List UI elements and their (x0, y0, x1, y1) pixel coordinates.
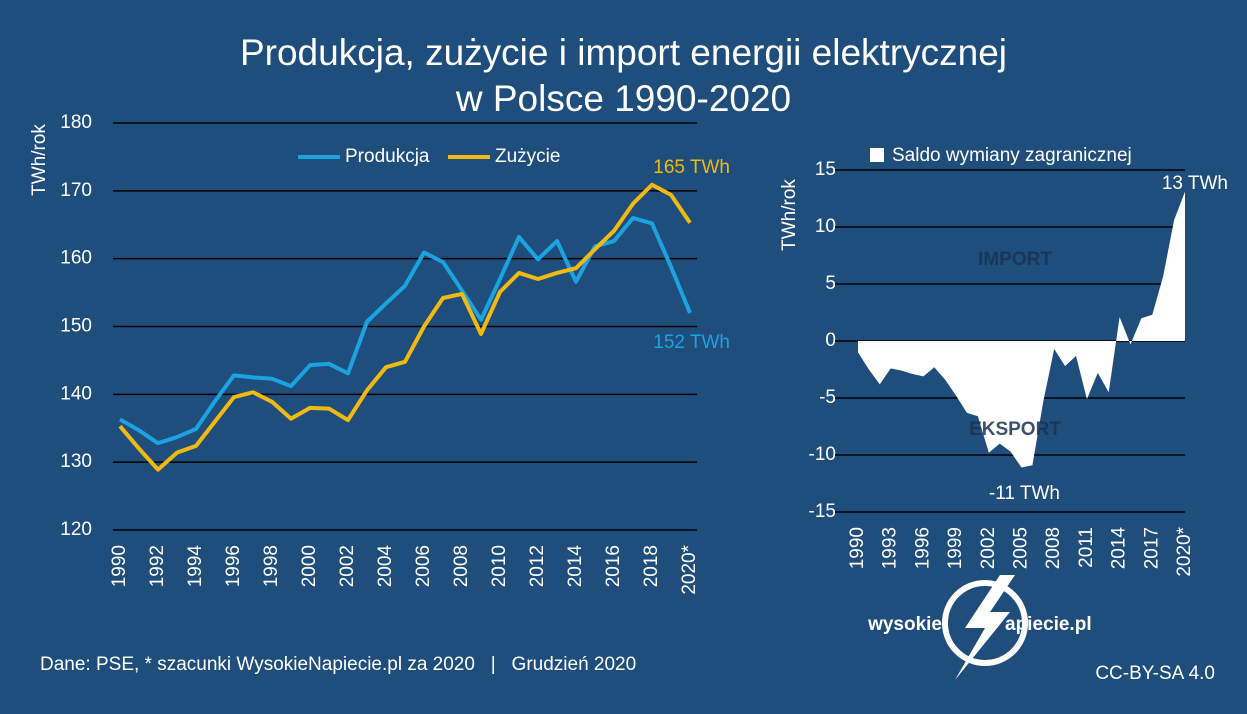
x-tick-label: 2020* (679, 544, 700, 594)
x-tick-label: 2010 (489, 545, 510, 587)
y-tick-label: 170 (60, 180, 92, 201)
x-tick-label: 1993 (880, 527, 901, 569)
x-tick-label: 1996 (223, 545, 244, 587)
legend-label: Zużycie (495, 146, 560, 167)
y-tick-label: 120 (60, 519, 92, 540)
annotation: 13 TWh (1162, 173, 1228, 194)
x-tick-label: 2020* (1174, 526, 1195, 576)
line-series (118, 182, 692, 472)
x-tick-label: 2016 (603, 545, 624, 587)
footer-source: Dane: PSE, * szacunki WysokieNapiecie.pl… (40, 654, 636, 675)
x-tick-label: 2011 (1076, 527, 1097, 568)
legend-label: Saldo wymiany zagranicznej (892, 145, 1132, 166)
x-tick-label: 1994 (185, 545, 206, 588)
x-tick-label: 2014 (565, 545, 586, 588)
x-tick-label: 2014 (1109, 527, 1130, 570)
y-tick-label: 5 (825, 273, 836, 294)
annotation: EKSPORT (969, 419, 1061, 440)
logo-icon (942, 575, 1028, 680)
x-tick-label: 2006 (413, 545, 434, 587)
x-tick-label: 2008 (1043, 527, 1064, 569)
annotation: IMPORT (978, 249, 1052, 270)
line-series (119, 215, 692, 446)
x-tick-label: 1992 (147, 545, 168, 587)
x-tick-label: 1998 (261, 545, 282, 587)
x-tick-label: 2004 (375, 545, 396, 588)
x-tick-label: 2018 (641, 545, 662, 587)
y-tick-label: 10 (815, 216, 836, 237)
y-tick-label: 0 (825, 330, 836, 351)
y-tick-label: 160 (60, 248, 92, 269)
x-tick-label: 1999 (945, 527, 966, 569)
annotation: 152 TWh (653, 332, 730, 353)
y-tick-label: -5 (819, 387, 836, 408)
x-tick-label: 2002 (337, 545, 358, 587)
y-tick-label: -10 (809, 444, 836, 465)
license: CC-BY-SA 4.0 (1095, 663, 1215, 684)
y-axis-title: TWh/rok (779, 179, 800, 251)
annotation: -11 TWh (989, 483, 1060, 504)
area-series (858, 191, 1185, 468)
y-tick-label: -15 (809, 501, 836, 522)
y-tick-label: 15 (815, 159, 836, 180)
x-tick-label: 2012 (527, 545, 548, 587)
x-tick-label: 1996 (912, 527, 933, 569)
y-tick-label: 150 (60, 316, 92, 337)
x-tick-label: 1990 (109, 545, 130, 587)
x-tick-label: 2008 (451, 545, 472, 587)
logo-text: apiecie.pl (1005, 614, 1092, 635)
x-tick-label: 2000 (299, 545, 320, 587)
annotation: 165 TWh (653, 157, 730, 178)
x-tick-label: 1990 (847, 527, 868, 569)
y-tick-label: 130 (60, 451, 92, 472)
legend-label: Produkcja (345, 146, 430, 167)
legend-swatch (870, 148, 884, 162)
x-tick-label: 2005 (1011, 527, 1032, 569)
chart-title: Produkcja, zużycie i import energii elek… (239, 32, 1008, 119)
logo-text: wysokie (867, 614, 942, 635)
y-axis-title: TWh/rok (29, 124, 50, 196)
x-tick-label: 2002 (978, 527, 999, 569)
y-tick-label: 140 (60, 383, 92, 404)
y-tick-label: 180 (60, 112, 92, 133)
x-tick-label: 2017 (1141, 527, 1162, 569)
